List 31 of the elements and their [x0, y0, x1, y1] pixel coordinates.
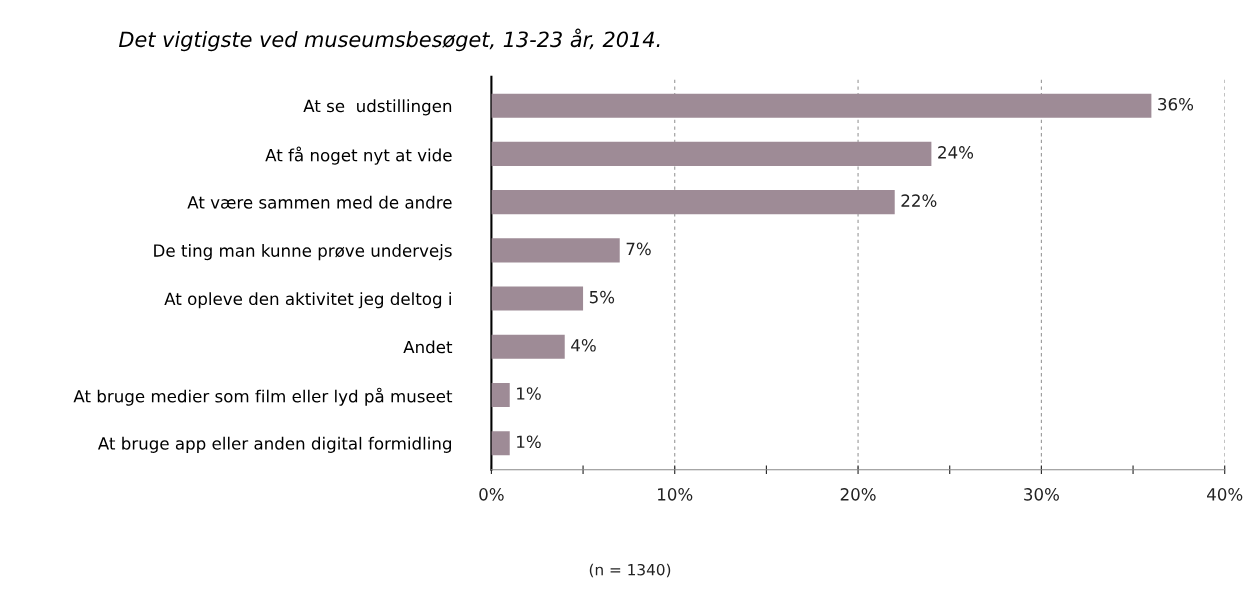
- data-label: 36%: [1158, 97, 1194, 111]
- bar: [491, 431, 510, 456]
- bar: [491, 93, 1152, 118]
- bar: [491, 286, 584, 311]
- y-tick-label: At bruge medier som film eller lyd på museet: [73, 387, 453, 406]
- data-label: 4%: [571, 338, 596, 352]
- x-tick-label: 0%: [479, 488, 504, 501]
- data-label: 7%: [626, 242, 651, 256]
- y-tick-label: At være sammen med de andre: [187, 195, 452, 209]
- y-tick-label: At bruge app eller anden digital formidling: [97, 436, 451, 453]
- y-tick-label: At få noget nyt at vide: [265, 146, 452, 165]
- bar: [491, 238, 620, 263]
- x-tick-label: 30%: [1024, 488, 1059, 501]
- data-label: 22%: [901, 194, 937, 207]
- x-tick-label: 20%: [840, 488, 876, 501]
- data-label: 24%: [938, 146, 974, 159]
- bar: [491, 190, 895, 215]
- data-label: 1%: [517, 435, 541, 449]
- y-tick-label: Andet: [403, 340, 453, 354]
- data-label: 5%: [589, 290, 615, 304]
- bar: [491, 334, 565, 359]
- y-tick-label: At opleve den aktivitet jeg deltog i: [164, 292, 451, 309]
- bar: [491, 382, 510, 408]
- x-tick-label: 40%: [1207, 488, 1243, 501]
- text: (n = 1340): [589, 563, 671, 578]
- chart-title: Det vigtigste ved museumsbesøget, 13-23 år, 2014.: [119, 28, 660, 52]
- bar: [491, 141, 932, 166]
- y-tick-label: De ting man kunne prøve undervejs: [154, 244, 452, 261]
- x-tick-label: 10%: [658, 488, 693, 501]
- data-label: 1%: [517, 387, 541, 400]
- y-tick-label: At se udstillingen: [303, 99, 452, 116]
